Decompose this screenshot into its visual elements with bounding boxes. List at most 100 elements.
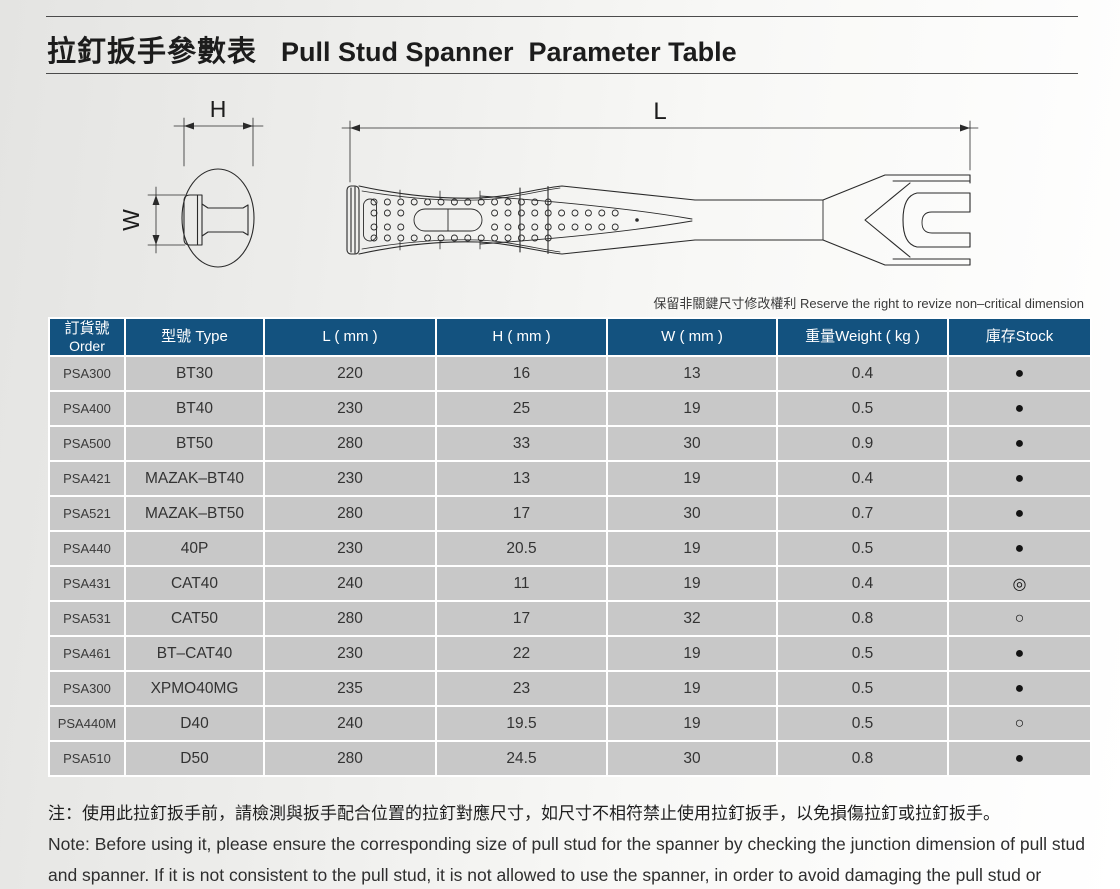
- cell-type: BT30: [126, 357, 263, 390]
- parameter-table: 訂貨號 Order 型號 Type L ( mm ) H ( mm ) W ( mm ) 重…: [48, 317, 1092, 777]
- cell-order: PSA521: [50, 497, 124, 530]
- column-header-order: 訂貨號 Order: [50, 319, 124, 355]
- column-header-stock: 庫存Stock: [949, 319, 1090, 355]
- cell-stock: ●: [949, 742, 1090, 775]
- cell-l: 280: [265, 742, 435, 775]
- title-rule-bottom: [46, 73, 1078, 74]
- cell-order: PSA440: [50, 532, 124, 565]
- cell-l: 280: [265, 497, 435, 530]
- spanner-side-view: [346, 174, 971, 266]
- cell-weight: 0.8: [778, 602, 947, 635]
- cell-l: 220: [265, 357, 435, 390]
- cell-weight: 0.5: [778, 532, 947, 565]
- cell-weight: 0.5: [778, 637, 947, 670]
- table-row: PSA300 BT30 220 16 13 0.4 ●: [50, 357, 1090, 390]
- cell-order: PSA300: [50, 672, 124, 705]
- cell-w: 19: [608, 707, 776, 740]
- cell-order: PSA440M: [50, 707, 124, 740]
- dim-h-label: H: [210, 96, 227, 122]
- cell-weight: 0.5: [778, 392, 947, 425]
- table-row: PSA510 D50 280 24.5 30 0.8 ●: [50, 742, 1090, 775]
- cell-order: PSA500: [50, 427, 124, 460]
- column-header-type: 型號 Type: [126, 319, 263, 355]
- cell-stock: ●: [949, 357, 1090, 390]
- cell-order: PSA461: [50, 637, 124, 670]
- table-row: PSA431 CAT40 240 11 19 0.4 ◎: [50, 567, 1090, 600]
- cell-h: 20.5: [437, 532, 606, 565]
- footnote-en: Note: Before using it, please ensure the…: [48, 834, 1086, 885]
- header-row: 訂貨號 Order 型號 Type L ( mm ) H ( mm ) W ( mm ) 重…: [50, 319, 1090, 355]
- cell-weight: 0.5: [778, 707, 947, 740]
- cell-weight: 0.4: [778, 567, 947, 600]
- cell-w: 32: [608, 602, 776, 635]
- cell-type: CAT50: [126, 602, 263, 635]
- cell-w: 19: [608, 672, 776, 705]
- cell-l: 230: [265, 532, 435, 565]
- cell-h: 19.5: [437, 707, 606, 740]
- table-row: PSA521 MAZAK–BT50 280 17 30 0.7 ●: [50, 497, 1090, 530]
- cell-weight: 0.7: [778, 497, 947, 530]
- cell-w: 13: [608, 357, 776, 390]
- cell-w: 30: [608, 742, 776, 775]
- cell-w: 30: [608, 497, 776, 530]
- cell-stock: ◎: [949, 567, 1090, 600]
- fork-end: [822, 174, 971, 266]
- table-row: PSA421 MAZAK–BT40 230 13 19 0.4 ●: [50, 462, 1090, 495]
- spanner-end-view: [181, 168, 255, 268]
- cell-type: D50: [126, 742, 263, 775]
- page-title-en: Pull Stud Spanner Parameter Table: [281, 37, 737, 67]
- cell-l: 280: [265, 427, 435, 460]
- cell-order: PSA431: [50, 567, 124, 600]
- cell-type: BT50: [126, 427, 263, 460]
- dimension-h: H: [173, 96, 264, 167]
- cell-order: PSA300: [50, 357, 124, 390]
- dimension-l: L: [341, 98, 979, 183]
- table-row: PSA440M D40 240 19.5 19 0.5 ○: [50, 707, 1090, 740]
- table-row: PSA461 BT–CAT40 230 22 19 0.5 ●: [50, 637, 1090, 670]
- cell-l: 240: [265, 567, 435, 600]
- cell-type: BT40: [126, 392, 263, 425]
- dim-l-label: L: [653, 98, 666, 125]
- revision-disclaimer: 保留非關鍵尺寸修改權利 Reserve the right to revize …: [653, 296, 1084, 311]
- dimension-w: W: [118, 186, 186, 254]
- page-title-zh: 拉釘扳手參數表: [47, 36, 258, 68]
- cell-weight: 0.4: [778, 357, 947, 390]
- cell-order: PSA400: [50, 392, 124, 425]
- cell-w: 19: [608, 637, 776, 670]
- column-header-weight: 重量Weight ( kg ): [778, 319, 947, 355]
- cell-h: 16: [437, 357, 606, 390]
- cell-h: 17: [437, 602, 606, 635]
- column-header-l: L ( mm ): [265, 319, 435, 355]
- cell-h: 22: [437, 637, 606, 670]
- cell-h: 11: [437, 567, 606, 600]
- cell-l: 235: [265, 672, 435, 705]
- cell-stock: ●: [949, 637, 1090, 670]
- table-body: PSA300 BT30 220 16 13 0.4 ● PSA400 BT40 230 25 19 0.…: [50, 357, 1090, 775]
- cell-w: 19: [608, 462, 776, 495]
- column-header-w: W ( mm ): [608, 319, 776, 355]
- cell-l: 230: [265, 637, 435, 670]
- cell-order: PSA510: [50, 742, 124, 775]
- cell-l: 230: [265, 392, 435, 425]
- cell-w: 30: [608, 427, 776, 460]
- column-header-h: H ( mm ): [437, 319, 606, 355]
- cell-h: 25: [437, 392, 606, 425]
- cell-type: CAT40: [126, 567, 263, 600]
- cell-stock: ●: [949, 427, 1090, 460]
- cell-w: 19: [608, 392, 776, 425]
- cell-stock: ○: [949, 602, 1090, 635]
- footnote-zh: 注：使用此拉釘扳手前，請檢測與扳手配合位置的拉釘對應尺寸，如尺寸不相符禁止使用拉…: [48, 804, 1000, 823]
- table-row: PSA500 BT50 280 33 30 0.9 ●: [50, 427, 1090, 460]
- table-header: 訂貨號 Order 型號 Type L ( mm ) H ( mm ) W ( mm ) 重…: [50, 319, 1090, 355]
- cell-h: 23: [437, 672, 606, 705]
- cell-type: MAZAK–BT40: [126, 462, 263, 495]
- dim-w-label: W: [118, 209, 144, 231]
- cell-weight: 0.9: [778, 427, 947, 460]
- cell-weight: 0.5: [778, 672, 947, 705]
- cell-type: MAZAK–BT50: [126, 497, 263, 530]
- table-row: PSA440 40P 230 20.5 19 0.5 ●: [50, 532, 1090, 565]
- cell-weight: 0.4: [778, 462, 947, 495]
- cell-h: 24.5: [437, 742, 606, 775]
- cell-stock: ●: [949, 532, 1090, 565]
